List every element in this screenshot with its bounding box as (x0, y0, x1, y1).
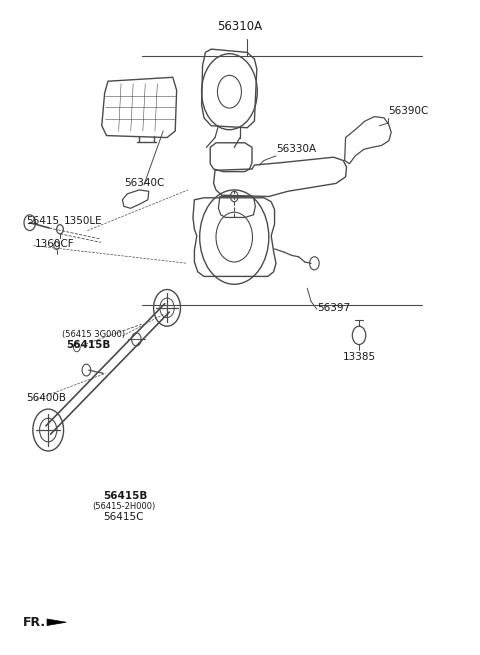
Text: 56310A: 56310A (217, 20, 263, 33)
Text: 13385: 13385 (342, 352, 376, 362)
Text: 1350LE: 1350LE (63, 216, 102, 227)
Polygon shape (47, 619, 66, 626)
Text: 56390C: 56390C (388, 106, 428, 117)
Text: 56415: 56415 (26, 216, 60, 227)
Text: 56415B: 56415B (103, 491, 147, 502)
Text: (56415 3G000): (56415 3G000) (62, 329, 126, 339)
Text: 56415C: 56415C (103, 512, 144, 523)
Text: 56400B: 56400B (26, 393, 66, 403)
Text: FR.: FR. (23, 616, 46, 629)
Text: 1360CF: 1360CF (35, 238, 74, 249)
Text: 56397: 56397 (317, 303, 350, 313)
Text: (56415-2H000): (56415-2H000) (93, 502, 156, 512)
Text: 56340C: 56340C (124, 178, 164, 189)
Text: 56330A: 56330A (276, 144, 316, 155)
Text: 56415B: 56415B (66, 339, 110, 350)
